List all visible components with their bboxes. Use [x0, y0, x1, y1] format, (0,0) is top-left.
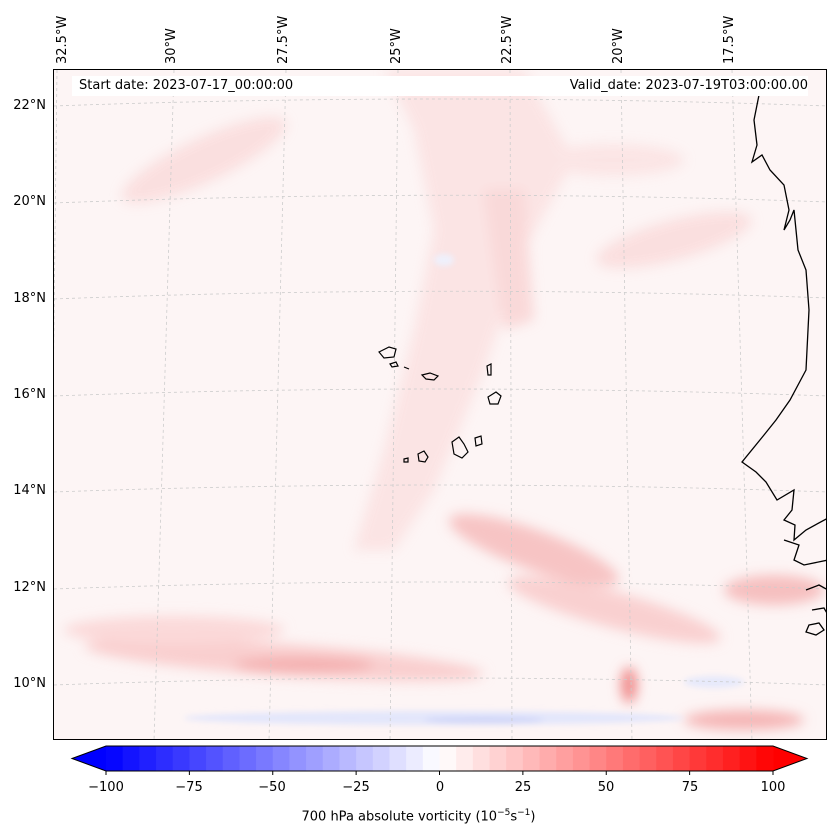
colorbar-segment [756, 746, 774, 771]
lon-label-20w: 20°W [611, 28, 626, 64]
colorbar-segment [356, 746, 374, 771]
lat-label-10n: 10°N [13, 676, 46, 691]
cbar-tick-25: 25 [514, 780, 532, 795]
cbar-tick-neg75: −75 [175, 780, 203, 795]
lon-label-27-5w: 27.5°W [276, 15, 291, 64]
colorbar-segment [606, 746, 624, 771]
cbar-tick-neg100: −100 [88, 780, 124, 795]
vorticity-band-diagonal [121, 70, 752, 550]
colorbar [70, 745, 809, 775]
colorbar-segment [289, 746, 307, 771]
colorbar-segment [522, 746, 541, 771]
colorbar-segment [589, 746, 607, 771]
valid-date-label: Valid_date: 2023-07-19T03:00:00.00 [569, 78, 808, 93]
colorbar-segment [556, 746, 574, 771]
colorbar-segment [489, 746, 507, 771]
lat-label-14n: 14°N [13, 483, 46, 498]
lon-label-32-5w: 32.5°W [55, 15, 70, 64]
colorbar-segment [422, 746, 440, 771]
colorbar-segment [189, 746, 207, 771]
lat-label-16n: 16°N [13, 387, 46, 402]
colorbar-segment [472, 746, 491, 771]
lon-label-30w: 30°W [164, 28, 179, 64]
african-coastline [741, 89, 826, 636]
lat-label-18n: 18°N [13, 291, 46, 306]
colorbar-segment [172, 746, 190, 771]
colorbar-segment [322, 746, 340, 771]
colorbar-segment [672, 746, 691, 771]
colorbar-segment [456, 746, 474, 771]
cbar-tick-75: 75 [681, 780, 699, 795]
colorbar-segment [656, 746, 674, 771]
lon-label-17-5w: 17.5°W [722, 15, 737, 64]
lon-label-22-5w: 22.5°W [500, 15, 515, 64]
colorbar-segment [722, 746, 741, 771]
colorbar-segment [239, 746, 257, 771]
colorbar-segment [706, 746, 724, 771]
colorbar-extend-min [72, 746, 106, 771]
lat-label-20n: 20°N [13, 194, 46, 209]
colorbar-segment [406, 746, 424, 771]
cbar-tick-neg50: −50 [258, 780, 286, 795]
colorbar-segment [539, 746, 557, 771]
colorbar-segment [222, 746, 240, 771]
lon-label-25w: 25°W [389, 28, 404, 64]
colorbar-segment [122, 746, 140, 771]
vorticity-field [54, 70, 826, 739]
colorbar-segment [639, 746, 657, 771]
graticule [54, 70, 826, 739]
colorbar-segment [372, 746, 390, 771]
start-date-label: Start date: 2023-07-17_00:00:00 [79, 78, 294, 93]
colorbar-segment [506, 746, 524, 771]
colorbar-title: 700 hPa absolute vorticity (10−5s−1) [301, 808, 536, 825]
colorbar-segment [106, 746, 124, 771]
colorbar-segment [439, 746, 457, 771]
colorbar-segment [572, 746, 591, 771]
vorticity-negative [184, 254, 744, 725]
colorbar-segment [306, 746, 324, 771]
colorbar-segment [139, 746, 157, 771]
cbar-tick-100: 100 [760, 780, 786, 795]
cbar-tick-0: 0 [435, 780, 445, 795]
colorbar-segment [206, 746, 224, 771]
lat-label-22n: 22°N [13, 98, 46, 113]
cbar-tick-50: 50 [597, 780, 615, 795]
vorticity-map[interactable] [53, 69, 827, 740]
colorbar-extend-max [773, 746, 807, 771]
colorbar-segment [339, 746, 357, 771]
header-band [72, 76, 808, 96]
colorbar-segment [622, 746, 641, 771]
colorbar-segment [256, 746, 274, 771]
colorbar-segment [272, 746, 290, 771]
colorbar-segment [739, 746, 757, 771]
lat-label-12n: 12°N [13, 580, 46, 595]
cape-verde-islands [378, 346, 502, 463]
vorticity-band-south [64, 513, 824, 730]
cbar-tick-neg25: −25 [342, 780, 370, 795]
colorbar-segment [156, 746, 174, 771]
colorbar-segment [389, 746, 407, 771]
colorbar-segment [689, 746, 707, 771]
